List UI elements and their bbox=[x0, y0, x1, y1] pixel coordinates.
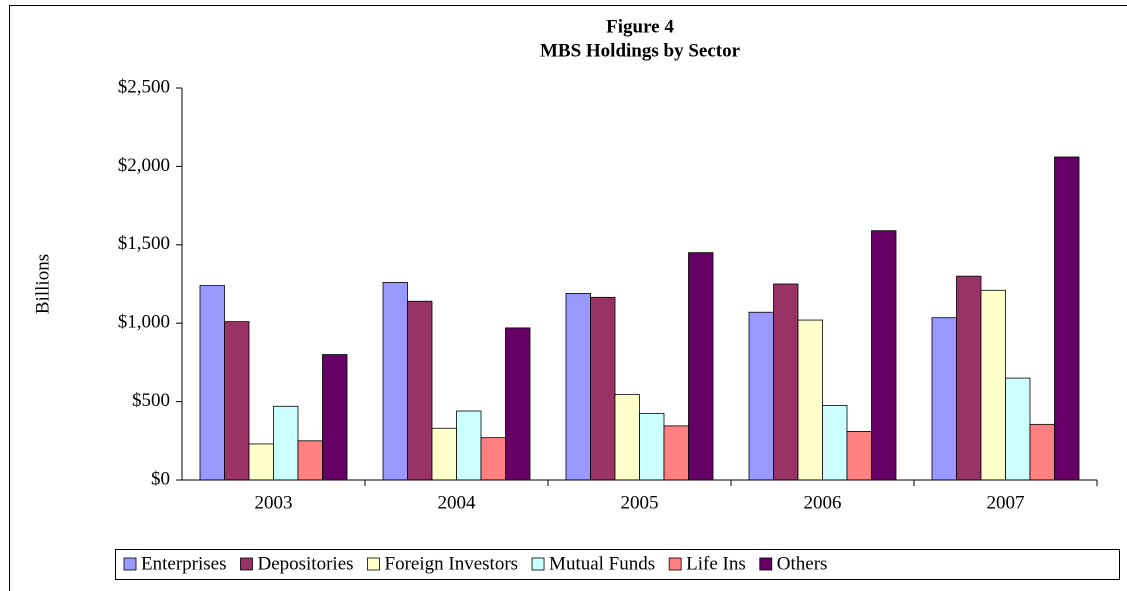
x-tick-label: 2005 bbox=[621, 492, 659, 513]
bar bbox=[688, 252, 714, 481]
bar bbox=[1054, 156, 1080, 481]
bar bbox=[773, 283, 799, 481]
bar bbox=[505, 327, 531, 481]
legend-swatch bbox=[531, 557, 545, 571]
bar bbox=[273, 405, 299, 481]
bar bbox=[871, 230, 897, 481]
bar bbox=[614, 394, 640, 481]
legend-label: Depositories bbox=[257, 553, 353, 574]
legend-label: Foreign Investors bbox=[385, 553, 519, 574]
bar bbox=[639, 412, 665, 481]
y-tick-label: $2,500 bbox=[118, 76, 170, 97]
bar bbox=[480, 437, 506, 481]
bar bbox=[431, 427, 457, 481]
bar bbox=[822, 405, 848, 481]
y-tick-label: $500 bbox=[132, 390, 170, 411]
x-tick-label: 2006 bbox=[804, 492, 842, 513]
legend-swatch bbox=[759, 557, 773, 571]
bar bbox=[565, 293, 591, 481]
y-tick-label: $1,000 bbox=[118, 312, 170, 333]
bar bbox=[980, 289, 1006, 481]
chart-subtitle: MBS Holdings by Sector bbox=[540, 40, 741, 61]
y-tick-label: $2,000 bbox=[118, 155, 170, 176]
bar bbox=[931, 317, 957, 481]
bar bbox=[297, 440, 323, 481]
bar bbox=[382, 282, 408, 481]
legend-swatch bbox=[367, 557, 380, 571]
bar bbox=[797, 319, 823, 481]
bar bbox=[456, 410, 482, 481]
bar bbox=[407, 300, 433, 481]
bar bbox=[1005, 377, 1031, 481]
x-tick-label: 2004 bbox=[438, 492, 477, 513]
y-tick-label: $1,500 bbox=[118, 233, 170, 254]
legend-swatch bbox=[240, 557, 253, 571]
y-tick-label: $0 bbox=[151, 468, 170, 489]
bar bbox=[1029, 423, 1055, 481]
legend-label: Others bbox=[777, 553, 828, 574]
y-axis-label: Billions bbox=[32, 254, 53, 314]
bar bbox=[590, 296, 616, 481]
bar bbox=[663, 425, 689, 481]
legend-swatch bbox=[123, 557, 137, 571]
legend-label: Life Ins bbox=[686, 553, 746, 574]
bar bbox=[199, 285, 225, 481]
legend-label: Mutual Funds bbox=[549, 553, 655, 574]
bar bbox=[224, 321, 250, 481]
bar bbox=[248, 443, 274, 481]
x-tick-label: 2007 bbox=[987, 492, 1025, 513]
legend-box bbox=[115, 549, 1120, 580]
legend-label: Enterprises bbox=[141, 553, 226, 574]
bar bbox=[748, 311, 774, 481]
bar bbox=[322, 354, 348, 481]
bar bbox=[846, 430, 872, 481]
x-tick-label: 2003 bbox=[255, 492, 293, 513]
legend-swatch bbox=[668, 557, 682, 571]
chart-title: Figure 4 bbox=[606, 16, 674, 37]
bar bbox=[956, 275, 982, 481]
